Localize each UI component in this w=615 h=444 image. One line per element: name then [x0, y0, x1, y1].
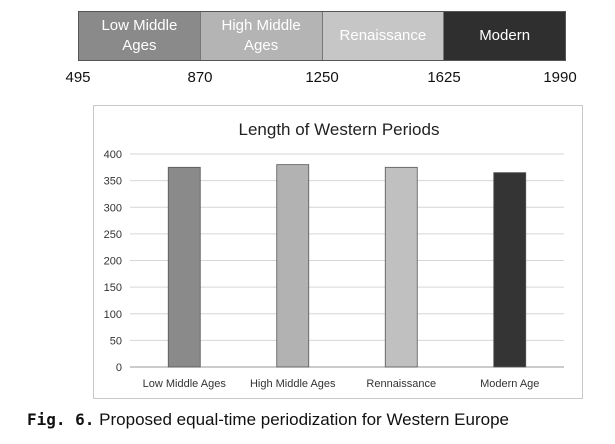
timeline-segment-low-middle-ages: Low Middle Ages: [79, 12, 201, 60]
timeline-year-870: 870: [187, 69, 213, 86]
period-length-chart: Length of Western Periods 0 50 100 150 200 250…: [93, 105, 583, 399]
y-tick-label: 200: [104, 256, 122, 268]
bar: [493, 172, 527, 368]
y-tick-label: 0: [116, 362, 122, 374]
timeline-year-1250: 1250: [305, 69, 339, 86]
bar: [384, 166, 418, 368]
bar: [167, 166, 201, 368]
y-tick-label: 250: [104, 229, 122, 241]
x-tick-label: Rennaissance: [366, 378, 436, 390]
period-timeline: Low Middle Ages High Middle Ages Renaiss…: [78, 11, 566, 61]
chart-title: Length of Western Periods: [239, 120, 440, 139]
timeline-year-1990: 1990: [543, 69, 577, 86]
timeline-segment-high-middle-ages: High Middle Ages: [200, 12, 323, 60]
y-tick-label: 400: [104, 149, 122, 161]
y-tick-label: 300: [104, 202, 122, 214]
figure-label: Fig. 6.: [27, 410, 95, 429]
timeline-year-1625: 1625: [427, 69, 461, 86]
y-tick-label: 50: [110, 335, 122, 347]
y-tick-label: 350: [104, 176, 122, 188]
timeline-segment-renaissance: Renaissance: [322, 12, 445, 60]
figure-caption: Fig. 6. Proposed equal-time periodizatio…: [27, 410, 509, 430]
bar: [276, 164, 310, 368]
timeline-segment-label: Low Middle Ages: [101, 17, 178, 54]
timeline-segment-modern: Modern: [444, 12, 565, 60]
bar-chart-canvas: Length of Western Periods 0 50 100 150 200 250…: [104, 120, 564, 390]
timeline-year-495: 495: [65, 69, 91, 86]
x-tick-label: High Middle Ages: [250, 378, 336, 390]
timeline-segment-label: Renaissance: [339, 27, 427, 44]
y-tick-label: 100: [104, 309, 122, 321]
timeline-segment-label: High Middle Ages: [221, 17, 301, 54]
figure-caption-text: Proposed equal-time periodization for We…: [99, 410, 509, 429]
timeline-segment-label: Modern: [479, 27, 531, 44]
x-tick-label: Modern Age: [480, 378, 539, 390]
x-tick-label: Low Middle Ages: [143, 378, 227, 390]
y-tick-label: 150: [104, 282, 122, 294]
